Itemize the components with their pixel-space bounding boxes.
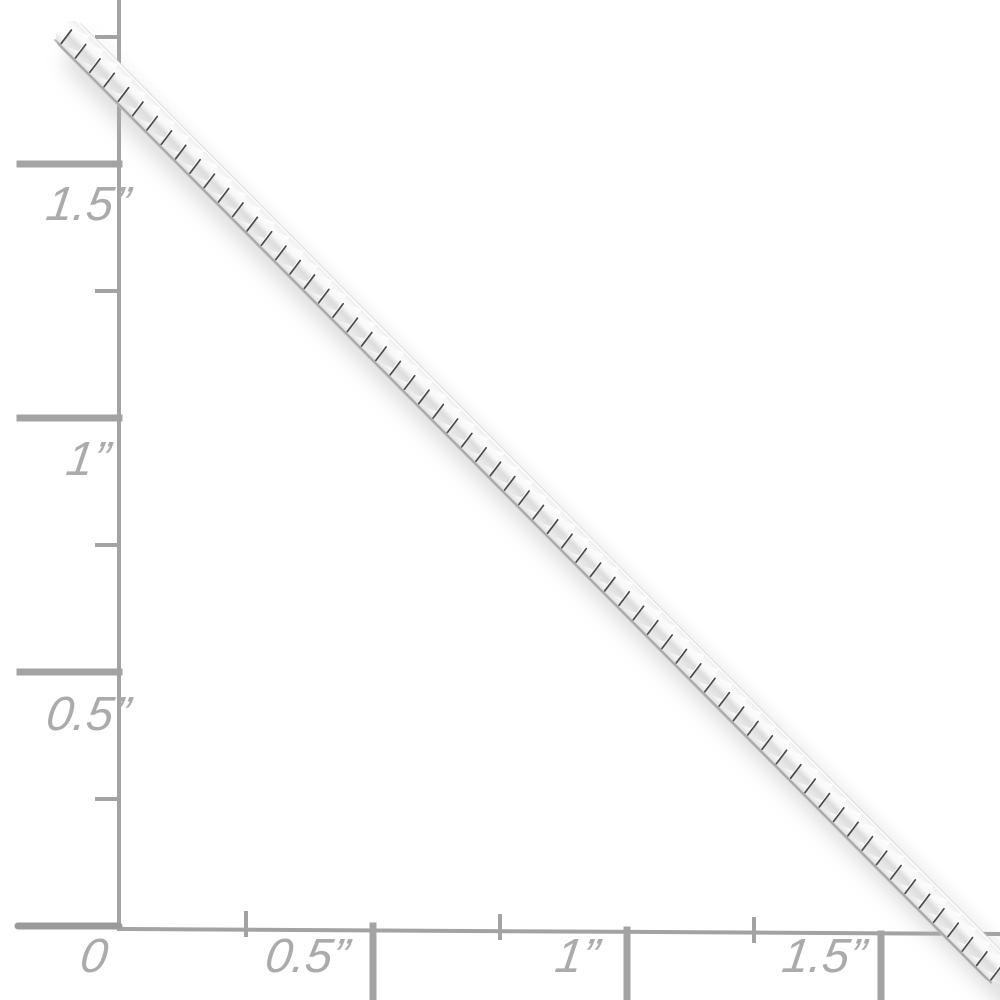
svg-text:1.5”: 1.5” bbox=[43, 177, 135, 231]
svg-text:0.5”: 0.5” bbox=[262, 929, 354, 983]
svg-text:1”: 1” bbox=[63, 432, 115, 486]
svg-text:0.5”: 0.5” bbox=[43, 687, 135, 741]
svg-text:1”: 1” bbox=[552, 929, 604, 983]
svg-text:1.5”: 1.5” bbox=[779, 929, 871, 983]
svg-text:0: 0 bbox=[77, 929, 111, 983]
